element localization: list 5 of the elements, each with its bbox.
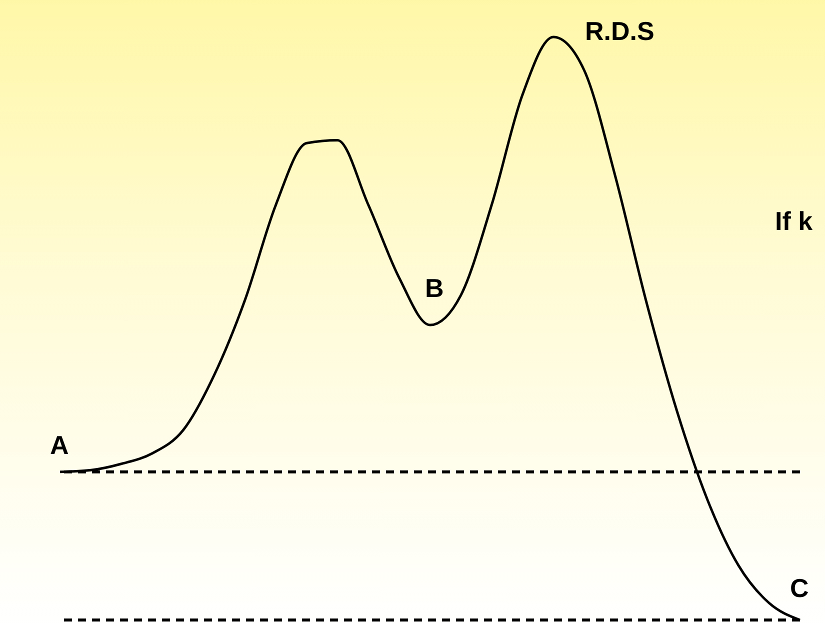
annotation: B <box>425 273 444 303</box>
annotation: R.D.S <box>585 16 654 46</box>
annotation: If k <box>775 206 813 236</box>
annotation: C <box>790 573 809 603</box>
annotation: A <box>50 430 69 460</box>
